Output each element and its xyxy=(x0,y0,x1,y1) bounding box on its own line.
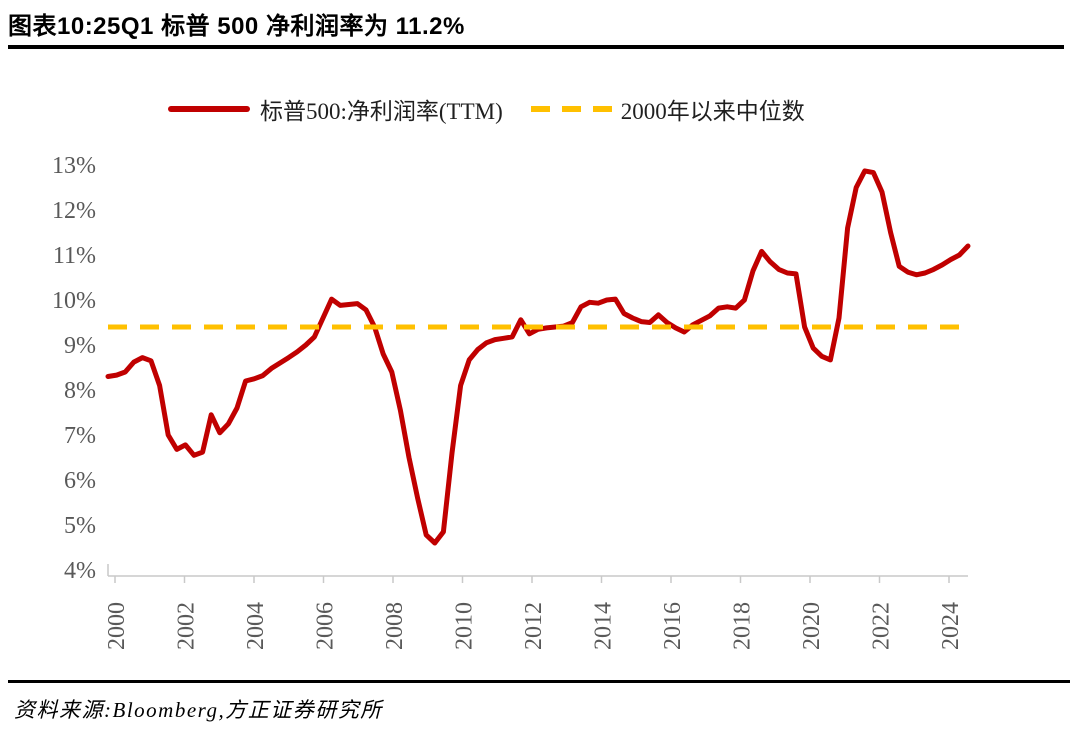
x-axis-label: 2022 xyxy=(869,602,895,650)
y-axis-label: 12% xyxy=(52,198,96,224)
source-note: 资料来源:Bloomberg,方正证券研究所 xyxy=(14,698,383,722)
footer-rule xyxy=(8,680,1070,683)
figure-title: 图表10:25Q1 标普 500 净利润率为 11.2% xyxy=(8,13,465,40)
y-axis-label: 10% xyxy=(52,288,96,314)
x-axis-label: 2000 xyxy=(104,602,130,650)
y-axis-label: 5% xyxy=(64,513,96,539)
x-axis-label: 2012 xyxy=(521,602,547,650)
x-axis-label: 2004 xyxy=(243,602,269,650)
chart-legend: 标普500:净利润率(TTM) 2000年以来中位数 xyxy=(168,92,805,126)
legend-median-label: 2000年以来中位数 xyxy=(620,99,805,124)
x-axis-label: 2016 xyxy=(660,602,686,650)
x-axis-label: 2014 xyxy=(591,602,617,650)
x-axis-label: 2018 xyxy=(730,602,756,650)
legend-series-label: 标普500:净利润率(TTM) xyxy=(260,99,503,124)
x-axis-label: 2020 xyxy=(799,602,825,650)
y-axis-label: 8% xyxy=(64,378,96,404)
x-axis-label: 2002 xyxy=(174,602,200,650)
y-axis-label: 11% xyxy=(53,243,96,269)
median-dash-swatch xyxy=(530,106,613,112)
y-axis-label: 7% xyxy=(64,423,96,449)
title-rule xyxy=(8,45,1064,49)
series-line xyxy=(105,168,971,546)
series-line-swatch xyxy=(168,106,250,112)
y-axis-label: 9% xyxy=(64,333,96,359)
x-axis-label: 2024 xyxy=(938,602,964,650)
y-axis-label: 4% xyxy=(64,558,96,584)
x-axis-label: 2008 xyxy=(382,602,408,650)
y-axis-label: 6% xyxy=(64,468,96,494)
legend-item-series: 标普500:净利润率(TTM) xyxy=(168,92,503,126)
legend-item-median: 2000年以来中位数 xyxy=(530,92,805,126)
y-axis-label: 13% xyxy=(52,153,96,179)
x-axis-label: 2010 xyxy=(452,602,478,650)
x-axis-label: 2006 xyxy=(313,602,339,650)
